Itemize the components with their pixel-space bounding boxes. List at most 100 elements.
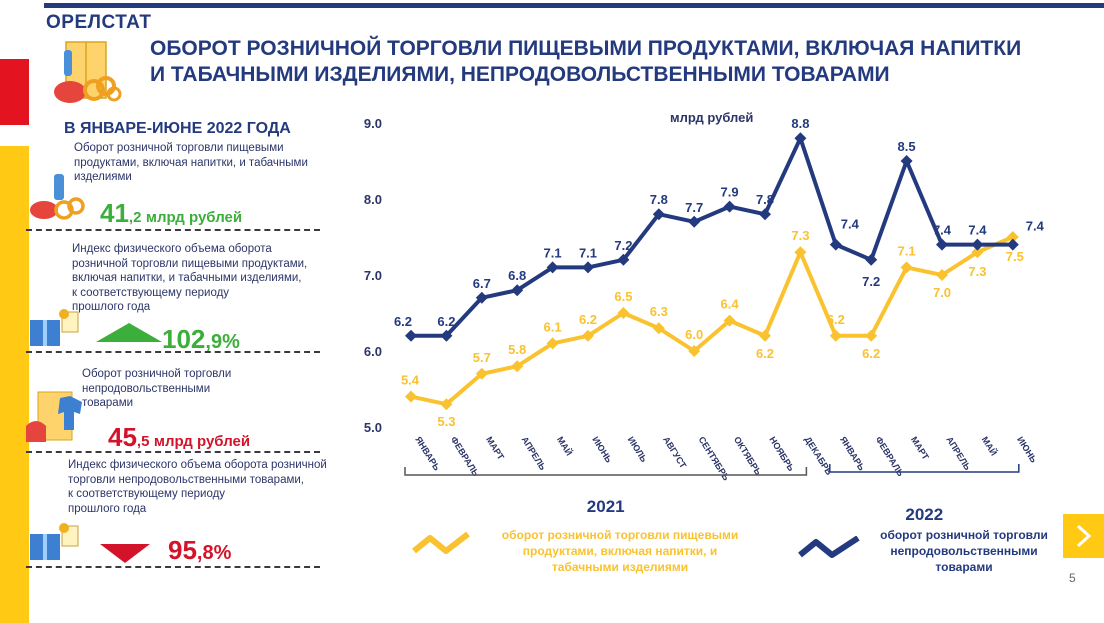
desc-line: торговли непродовольственными товарами, [68, 473, 304, 486]
down-arrow-icon [100, 544, 150, 563]
value-int: 102 [162, 324, 206, 354]
data-label-food: 6.2 [827, 312, 845, 327]
data-label-nonfood: 7.4 [841, 217, 860, 232]
period-label: В ЯНВАРЕ-ИЮНЕ 2022 ГОДА [64, 120, 291, 137]
data-label-nonfood: 7.4 [1026, 219, 1045, 234]
title-line-2: И ТАБАЧНЫМИ ИЗДЕЛИЯМИ, НЕПРОДОВОЛЬСТВЕНН… [150, 63, 890, 86]
data-point-food [900, 261, 913, 274]
desc-line: к соответствующему периоду [68, 488, 226, 500]
y-tick-label: 5.0 [364, 420, 382, 435]
data-point-food [865, 329, 878, 342]
x-tick-label: ЯНВАРЬ [838, 435, 867, 473]
year-label: 2022 [905, 505, 943, 520]
data-point-food [936, 269, 948, 281]
gift-box-icon [30, 523, 79, 560]
red-accent-strip [0, 59, 29, 125]
data-label-nonfood: 6.7 [473, 276, 491, 291]
data-point-nonfood [900, 155, 913, 167]
x-tick-label: НОЯБРЬ [767, 435, 796, 474]
legend-line: табачными изделиями [551, 560, 689, 574]
food-products-icon [30, 174, 85, 220]
data-label-nonfood: 7.9 [721, 185, 739, 200]
page-title: ОБОРОТ РОЗНИЧНОЙ ТОРГОВЛИ ПИЩЕВЫМИ ПРОДУ… [150, 36, 1080, 88]
data-point-food [405, 390, 417, 403]
data-label-nonfood: 7.2 [862, 274, 880, 289]
data-point-food [582, 329, 594, 342]
page-number: 5 [1069, 571, 1076, 585]
data-point-nonfood [829, 238, 842, 251]
data-point-nonfood [617, 253, 630, 266]
y-tick-label: 6.0 [364, 344, 382, 359]
desc-line: продуктами, включая напитки, и табачными [74, 156, 308, 169]
x-tick-label: ИЮНЬ [590, 435, 614, 465]
retail-goods-icon [54, 41, 122, 103]
x-tick-label: ФЕВРАЛЬ [449, 435, 481, 479]
x-tick-label: АПРЕЛЬ [520, 435, 549, 473]
data-label-food: 5.7 [473, 350, 491, 365]
data-point-food [652, 322, 665, 335]
brand-logo: ОРЕЛСТАТ [46, 12, 152, 33]
data-point-food [1006, 231, 1019, 243]
x-tick-label: МАЙ [980, 434, 1000, 457]
data-point-food [475, 367, 488, 380]
divider [26, 566, 320, 568]
desc-line: изделиями [74, 171, 132, 183]
food-index-desc: Индекс физического объема оборота рознич… [72, 242, 362, 315]
year-bracket [404, 467, 808, 476]
series-line-nonfood [411, 136, 1013, 338]
data-label-food: 5.4 [401, 373, 420, 388]
data-label-nonfood: 7.2 [614, 238, 632, 253]
divider [26, 229, 320, 231]
y-tick-label: 8.0 [364, 192, 382, 207]
y-tick-label: 9.0 [364, 116, 382, 131]
title-line-1: ОБОРОТ РОЗНИЧНОЙ ТОРГОВЛИ ПИЩЕВЫМИ ПРОДУ… [150, 37, 1022, 60]
data-label-nonfood: 6.2 [437, 314, 455, 329]
yellow-accent-strip [0, 146, 29, 623]
value-int: 45 [108, 422, 137, 452]
x-tick-label: АВГУСТ [661, 435, 689, 471]
data-label-food: 5.3 [437, 414, 455, 429]
nonfood-turnover-value: 45,5 млрд рублей [108, 422, 250, 453]
data-point-nonfood [794, 132, 807, 145]
value-int: 95 [168, 535, 197, 565]
x-tick-label: ИЮЛЬ [626, 435, 650, 465]
x-tick-label: АПРЕЛЬ [944, 435, 973, 473]
data-point-nonfood [475, 291, 488, 304]
year-label: 2021 [587, 497, 625, 516]
food-index-value: 102,9% [162, 324, 240, 355]
next-slide-button[interactable] [1063, 514, 1104, 558]
nonfood-turnover-desc: Оборот розничной торговли непродовольств… [82, 367, 282, 411]
y-tick-label: 7.0 [364, 268, 382, 283]
data-label-nonfood: 7.4 [968, 223, 987, 238]
x-tick-label: ОКТЯБРЬ [732, 435, 764, 478]
data-point-food [971, 246, 984, 259]
data-label-nonfood: 7.1 [544, 245, 562, 260]
x-tick-label: ЯНВАРЬ [413, 435, 442, 473]
desc-line: Оборот розничной торговли пищевыми [74, 142, 284, 154]
data-label-nonfood: 7.8 [756, 192, 774, 207]
up-arrow-icon [96, 323, 162, 342]
legend-line: продуктами, включая напитки, и [522, 544, 718, 558]
top-bar [44, 3, 1104, 8]
desc-line: Индекс физического объема оборота рознич… [68, 459, 327, 471]
nonfood-index-desc: Индекс физического объема оборота рознич… [68, 458, 378, 516]
data-point-food [723, 314, 736, 327]
legend-line: оборот розничной торговли [880, 528, 1048, 542]
data-label-food: 7.1 [898, 243, 916, 258]
data-label-food: 6.0 [685, 327, 703, 342]
data-label-food: 5.8 [508, 342, 526, 357]
clothes-goods-icon [26, 391, 82, 442]
desc-line: розничной торговли пищевыми продуктами, [72, 257, 308, 270]
year-bracket [829, 464, 1020, 473]
divider [26, 451, 320, 453]
value-dec: ,2 [128, 209, 142, 226]
data-point-food [440, 398, 453, 411]
data-label-food: 7.3 [791, 228, 809, 243]
legend-line: непродовольственными [890, 544, 1038, 558]
data-label-food: 6.2 [862, 346, 880, 361]
desc-line: к соответствующему периоду [72, 286, 230, 299]
food-turnover-value: 41,2 млрд рублей [100, 198, 242, 229]
data-label-nonfood: 7.1 [579, 245, 597, 260]
data-point-nonfood [759, 208, 771, 221]
